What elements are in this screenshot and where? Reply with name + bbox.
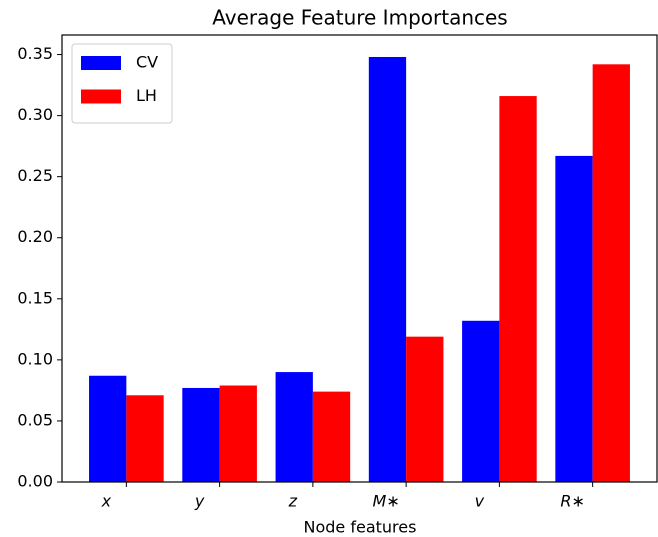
bar xyxy=(182,387,220,482)
x-tick-label: x xyxy=(101,492,112,511)
y-tick-label: 0.30 xyxy=(17,105,53,124)
bar xyxy=(555,155,593,482)
bar xyxy=(592,64,630,483)
legend-label: LH xyxy=(136,86,157,105)
y-tick-label: 0.20 xyxy=(17,227,53,246)
y-tick-label: 0.35 xyxy=(17,44,53,63)
y-tick-label: 0.15 xyxy=(17,288,53,307)
x-tick-label: y xyxy=(194,492,205,511)
bar xyxy=(406,336,444,482)
bar xyxy=(312,391,351,482)
y-tick-label: 0.00 xyxy=(17,472,53,491)
x-tick-label: M∗ xyxy=(373,492,400,511)
x-tick-label: R∗ xyxy=(560,492,585,511)
bar xyxy=(275,372,313,482)
y-tick-label: 0.25 xyxy=(17,166,53,185)
bar xyxy=(89,375,127,482)
chart-title: Average Feature Importances xyxy=(212,6,507,30)
legend-swatch xyxy=(81,89,121,104)
bar xyxy=(368,56,407,482)
y-tick-label: 0.05 xyxy=(17,410,53,429)
legend-swatch xyxy=(81,56,121,70)
x-axis-label: Node features xyxy=(304,518,417,537)
legend-label: CV xyxy=(136,53,158,72)
x-tick-label: v xyxy=(475,492,485,511)
y-tick-label: 0.10 xyxy=(17,349,53,368)
plot-frame xyxy=(61,34,658,483)
x-tick-label: z xyxy=(288,492,298,511)
bar xyxy=(462,320,500,482)
bar xyxy=(126,395,164,482)
bar xyxy=(499,96,537,482)
bar xyxy=(219,385,257,482)
